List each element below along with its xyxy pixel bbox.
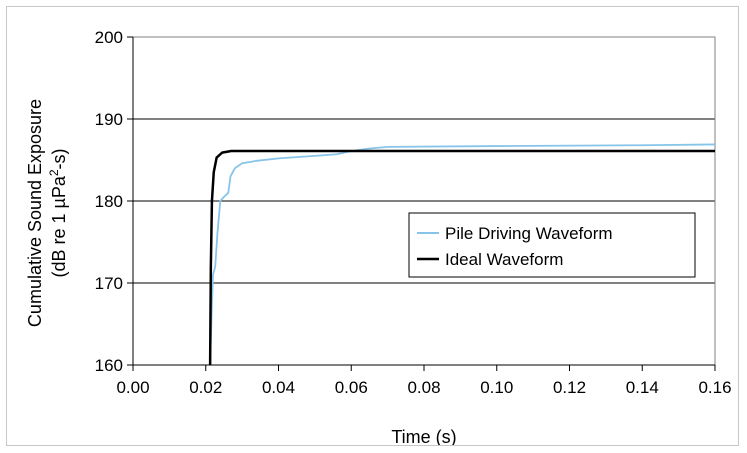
series-line-1 — [208, 149, 715, 366]
x-tick-label-0.14: 0.14 — [626, 378, 659, 397]
y-tick-label-170: 170 — [95, 274, 123, 293]
y-axis-title: Cumulative Sound Exposure (dB re 1 µPa2-… — [25, 99, 69, 327]
series-line-0 — [209, 143, 716, 366]
y-axis-title-unit-suffix: -s) — [49, 148, 69, 169]
x-tick-label-0.16: 0.16 — [698, 378, 731, 397]
y-axis-title-line1: Cumulative Sound Exposure — [25, 99, 45, 327]
legend-label-1: Ideal Waveform — [445, 250, 563, 269]
y-axis-title-line2: (dB re 1 µPa2-s) — [47, 148, 69, 277]
legend-label-0: Pile Driving Waveform — [445, 224, 613, 243]
x-axis-title: Time (s) — [391, 427, 456, 445]
x-tick-label-0.02: 0.02 — [189, 378, 222, 397]
y-tick-label-160: 160 — [95, 356, 123, 375]
chart-frame: Cumulative Sound Exposure (dB re 1 µPa2-… — [6, 6, 739, 446]
y-axis-title-unit: (dB re 1 µPa — [49, 175, 69, 277]
x-tick-label-0.08: 0.08 — [407, 378, 440, 397]
y-tick-label-190: 190 — [95, 110, 123, 129]
y-axis-title-superscript: 2 — [47, 169, 61, 176]
x-tick-label-0.04: 0.04 — [262, 378, 295, 397]
x-tick-label-0.00: 0.00 — [116, 378, 149, 397]
x-tick-label-0.06: 0.06 — [335, 378, 368, 397]
legend-box — [408, 212, 696, 278]
chart-svg: 160 170 180 190 200 0.00 0.02 0.04 0.06 0.08 0.10 0… — [95, 28, 732, 445]
y-tick-label-180: 180 — [95, 192, 123, 211]
y-tick-label-200: 200 — [95, 28, 123, 47]
x-tick-label-0.10: 0.10 — [480, 378, 513, 397]
x-tick-label-0.12: 0.12 — [553, 378, 586, 397]
